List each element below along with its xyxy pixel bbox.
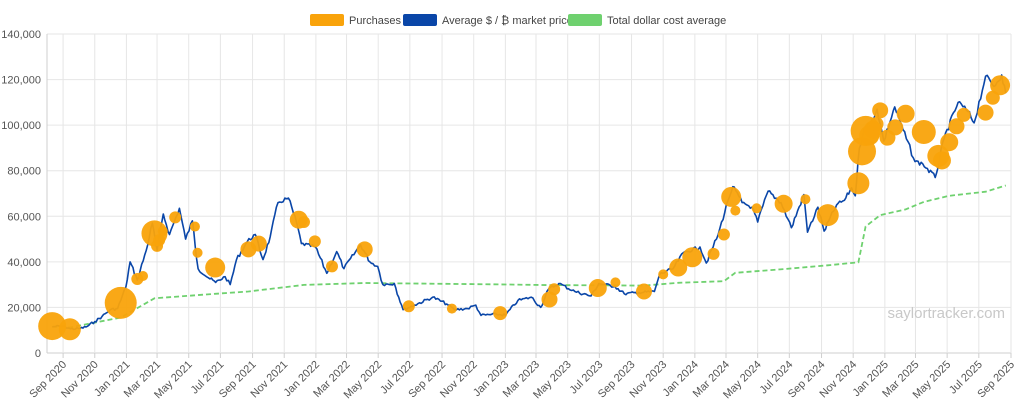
purchase-bubble[interactable] [205,257,226,278]
purchase-bubble[interactable] [588,279,607,298]
purchase-bubble[interactable] [816,204,839,227]
legend-item-purchases[interactable]: Purchases [310,14,401,27]
purchase-bubble[interactable] [956,107,971,122]
purchase-bubble[interactable] [948,118,965,135]
purchase-bubble[interactable] [658,269,669,280]
purchase-bubble[interactable] [774,194,793,213]
purchase-bubble[interactable] [446,303,457,314]
y-tick-label: 100,000 [1,120,41,132]
legend-label-dollar-cost-average: Total dollar cost average [607,15,726,27]
purchase-bubble[interactable] [38,312,67,341]
purchase-bubble[interactable] [887,119,904,136]
purchase-bubble[interactable] [911,119,936,144]
legend-label-market-price: Average $ / ₿ market price [442,15,573,27]
purchase-bubble[interactable] [58,318,81,341]
purchase-bubble[interactable] [707,247,720,260]
purchase-bubble[interactable] [635,283,652,300]
y-axis: 0 20,000 40,000 60,000 80,000 100,000 120,000 1… [1,29,48,360]
purchase-bubble[interactable] [847,172,870,195]
purchase-bubble[interactable] [541,291,558,308]
purchase-bubble[interactable] [192,247,203,258]
series-dollar-cost-average [52,184,1007,329]
watermark: saylortracker.com [887,305,1005,322]
legend-item-market-price[interactable]: Average $ / ₿ market price [403,14,573,27]
series-purchases [38,75,1011,341]
purchase-bubble[interactable] [932,151,951,170]
purchase-bubble[interactable] [308,235,321,248]
legend-swatch-market-price [403,14,437,26]
y-tick-label: 80,000 [7,166,41,178]
purchase-bubble[interactable] [610,277,621,288]
purchase-bubble[interactable] [189,221,200,232]
purchase-bubble[interactable] [250,235,267,252]
purchase-bubble[interactable] [977,104,994,121]
y-tick-label: 60,000 [7,211,41,223]
y-tick-label: 0 [35,348,41,360]
legend-label-purchases: Purchases [349,15,401,27]
y-tick-label: 40,000 [7,257,41,269]
purchase-bubble[interactable] [493,306,508,321]
purchase-bubble[interactable] [940,133,959,152]
y-tick-label: 20,000 [7,302,41,314]
purchase-bubble[interactable] [990,75,1011,96]
purchase-bubble[interactable] [717,228,730,241]
legend: Purchases Average $ / ₿ market price Tot… [310,14,726,27]
purchase-bubble[interactable] [356,241,373,258]
purchase-bubble[interactable] [548,283,561,296]
purchase-bubble[interactable] [153,234,166,247]
dca-line [52,184,1007,329]
purchase-bubble[interactable] [869,117,884,132]
purchase-bubble[interactable] [872,102,889,119]
purchase-bubble[interactable] [896,104,915,123]
purchase-bubble[interactable] [297,215,310,228]
purchase-bubble[interactable] [325,260,338,273]
y-tick-label: 140,000 [1,29,41,41]
purchase-bubble[interactable] [402,300,415,313]
purchase-bubble[interactable] [157,226,168,237]
purchase-bubble[interactable] [682,247,703,268]
purchase-bubble[interactable] [751,203,762,214]
purchase-bubble[interactable] [669,258,688,277]
purchase-bubble[interactable] [800,194,811,205]
purchase-bubble[interactable] [721,186,742,207]
grid [47,33,1012,354]
purchase-bubble[interactable] [169,211,182,224]
legend-swatch-dollar-cost-average [568,14,602,26]
legend-swatch-purchases [310,14,344,26]
purchase-bubble[interactable] [104,286,137,319]
purchase-bubble[interactable] [730,205,741,216]
legend-item-dollar-cost-average[interactable]: Total dollar cost average [568,14,726,27]
series-market-price [52,74,1007,331]
purchase-bubble[interactable] [138,270,149,281]
market-price-line [52,74,1007,331]
y-tick-label: 120,000 [1,75,41,87]
